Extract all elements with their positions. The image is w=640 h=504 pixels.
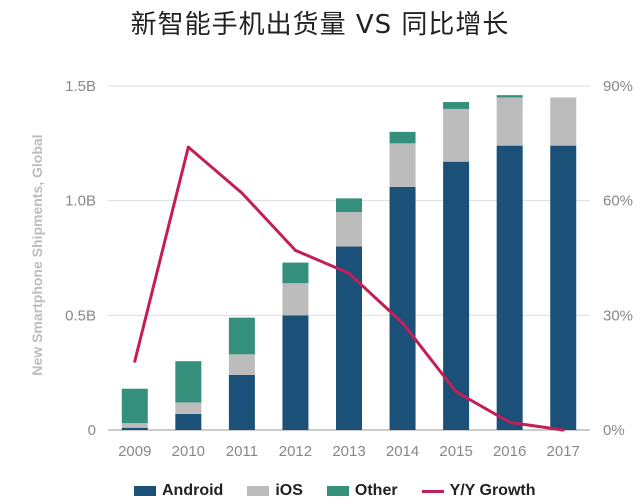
bar-ios-2010 bbox=[175, 402, 202, 414]
bar-ios-2016 bbox=[496, 97, 523, 146]
bar-ios-2011 bbox=[228, 354, 255, 375]
bar-other-2010 bbox=[175, 361, 202, 403]
growth-point-2013 bbox=[347, 271, 351, 275]
y-tick-label: 1.5B bbox=[65, 78, 96, 95]
bar-android-2017 bbox=[550, 145, 577, 431]
x-tick-label: 2014 bbox=[386, 443, 419, 460]
bar-android-2012 bbox=[282, 315, 309, 430]
axis-labels: 0 0.5B 1.0B 1.5B 0% 30% 60% 90% 2009 2010 2011 2012… bbox=[65, 78, 633, 460]
bar-other-2009 bbox=[121, 388, 148, 424]
bar-android-2015 bbox=[443, 161, 470, 430]
chart-title: 新智能手机出货量 VS 同比增长 bbox=[130, 10, 510, 40]
bar-other-2011 bbox=[228, 317, 255, 355]
legend-swatch-growth bbox=[421, 489, 444, 493]
growth-point-2016 bbox=[508, 420, 512, 424]
bar-other-2016 bbox=[496, 95, 523, 98]
bar-ios-2012 bbox=[282, 283, 309, 316]
y-axis-label: New Smartphone Shipments, Global bbox=[29, 134, 45, 375]
bar-android-2016 bbox=[496, 145, 523, 431]
bar-ios-2009 bbox=[121, 423, 148, 428]
growth-point-2009 bbox=[133, 359, 137, 363]
y-tick-label: 0.5B bbox=[65, 307, 96, 324]
growth-point-2012 bbox=[293, 248, 297, 252]
y2-tick-label: 60% bbox=[603, 193, 633, 210]
bar-android-2014 bbox=[389, 186, 416, 430]
bar-ios-2017 bbox=[550, 97, 577, 146]
bar-other-2015 bbox=[443, 102, 470, 109]
y2-tick-label: 90% bbox=[603, 78, 633, 95]
legend-item-other: Other bbox=[326, 482, 398, 500]
growth-point-2015 bbox=[454, 390, 458, 394]
legend-swatch-ios bbox=[247, 486, 270, 496]
legend: Android iOS Other Y/Y Growth bbox=[134, 480, 560, 502]
x-tick-label: 2016 bbox=[493, 443, 526, 460]
chart-plot: 0 0.5B 1.0B 1.5B 0% 30% 60% 90% 2009 2010 2011 2012… bbox=[29, 78, 633, 460]
legend-item-ios: iOS bbox=[247, 482, 303, 500]
bar-android-2010 bbox=[175, 413, 202, 430]
bar-android-2013 bbox=[336, 246, 362, 430]
legend-label-ios: iOS bbox=[275, 482, 303, 499]
y-tick-label: 0 bbox=[88, 422, 96, 439]
legend-label-android: Android bbox=[162, 482, 224, 499]
x-tick-label: 2013 bbox=[332, 443, 365, 460]
y2-tick-label: 0% bbox=[603, 422, 625, 439]
growth-point-2010 bbox=[186, 145, 190, 149]
bar-other-2012 bbox=[282, 262, 309, 284]
legend-label-other: Other bbox=[354, 482, 398, 499]
growth-line-group bbox=[133, 145, 565, 432]
bar-android-2009 bbox=[121, 427, 148, 430]
growth-point-2017 bbox=[561, 428, 565, 432]
x-tick-label: 2012 bbox=[279, 443, 312, 460]
bar-other-2014 bbox=[389, 131, 416, 144]
x-tick-label: 2010 bbox=[172, 443, 205, 460]
legend-label-growth: Y/Y Growth bbox=[449, 482, 536, 499]
bar-ios-2013 bbox=[336, 212, 362, 247]
x-tick-label: 2011 bbox=[226, 443, 258, 460]
bar-ios-2015 bbox=[443, 108, 470, 162]
growth-point-2011 bbox=[240, 191, 244, 195]
legend-swatch-android bbox=[134, 486, 156, 496]
legend-item-android: Android bbox=[134, 482, 223, 500]
bar-android-2011 bbox=[228, 374, 255, 430]
bars-group bbox=[121, 95, 577, 431]
bar-ios-2014 bbox=[389, 143, 416, 187]
x-tick-label: 2017 bbox=[547, 443, 580, 460]
y-tick-label: 1.0B bbox=[65, 193, 96, 210]
legend-item-growth: Y/Y Growth bbox=[421, 482, 536, 500]
y2-tick-label: 30% bbox=[603, 307, 633, 324]
x-tick-label: 2015 bbox=[439, 443, 472, 460]
growth-point-2014 bbox=[401, 321, 405, 325]
x-tick-label: 2009 bbox=[118, 443, 151, 460]
legend-swatch-other bbox=[326, 486, 349, 496]
bar-other-2013 bbox=[336, 198, 362, 213]
